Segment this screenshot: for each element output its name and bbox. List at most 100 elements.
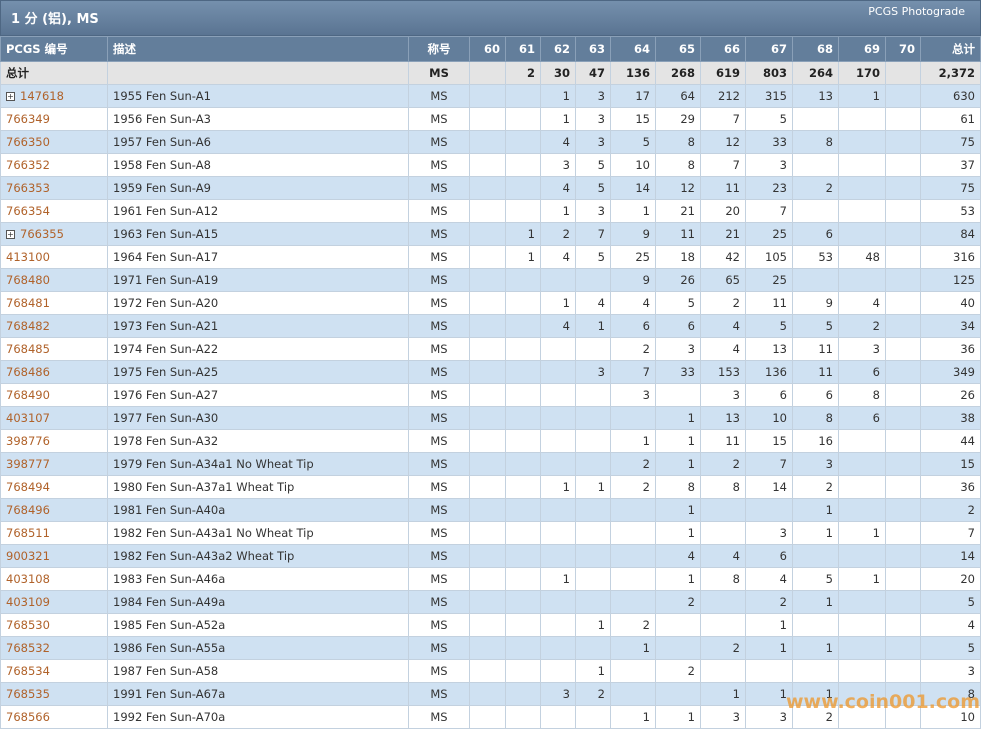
pcgs-number[interactable]: 398777 [6,457,50,471]
pcgs-number[interactable]: 768481 [6,296,50,310]
description: 1979 Fen Sun-A34a1 No Wheat Tip [107,452,409,476]
grade-count: 1 [655,406,701,430]
pcgs-number[interactable]: 900321 [6,549,50,563]
pcgs-number[interactable]: 768494 [6,480,50,494]
grade-count: 5 [745,314,793,338]
pcgs-number[interactable]: 147618 [20,89,64,103]
expand-icon[interactable]: + [6,92,15,101]
pcgs-cell: 900321 [0,544,108,568]
pcgs-number[interactable]: 768490 [6,388,50,402]
pcgs-number[interactable]: 766353 [6,181,50,195]
grade-count: 8 [655,153,701,177]
grade-count: 3 [575,107,611,131]
pcgs-number[interactable]: 768530 [6,618,50,632]
pcgs-number[interactable]: 766355 [20,227,64,241]
pcgs-number[interactable]: 766354 [6,204,50,218]
pcgs-cell: 403109 [0,590,108,614]
grade-count: 2 [610,452,656,476]
pcgs-number[interactable]: 768496 [6,503,50,517]
grade-count [655,682,701,706]
total: 2 [920,498,981,522]
grade-count: 3 [700,383,746,407]
grade-count [885,705,921,729]
grade-count [469,705,506,729]
pcgs-number[interactable]: 768482 [6,319,50,333]
grade-count: 9 [792,291,839,315]
grade-count: 3 [575,199,611,223]
grade-count [575,705,611,729]
pcgs-number[interactable]: 403107 [6,411,50,425]
grade-count [540,360,576,384]
grade-count: 25 [610,245,656,269]
grade-count [885,153,921,177]
grade-count: 3 [745,153,793,177]
grade-count: 2 [610,475,656,499]
grade-count [792,199,839,223]
grade-count: 53 [792,245,839,269]
description: 1984 Fen Sun-A49a [107,590,409,614]
watermark: www.coin001.com [786,691,981,713]
pcgs-number[interactable]: 403109 [6,595,50,609]
grade-count: 1 [745,636,793,660]
grade-count [885,84,921,108]
grade-count: 1 [655,452,701,476]
pcgs-number[interactable]: 403108 [6,572,50,586]
grade-count: 15 [745,429,793,453]
coin-row: 768496 1981 Fen Sun-A40a MS 1 1 2 [0,498,981,522]
grade-count: 5 [745,107,793,131]
pcgs-number[interactable]: 768534 [6,664,50,678]
grade-count: 3 [575,360,611,384]
grade-count [469,130,506,154]
coin-row: 768494 1980 Fen Sun-A37a1 Wheat Tip MS 1 1 2 8… [0,475,981,499]
pcgs-number[interactable]: 766349 [6,112,50,126]
pcgs-number[interactable]: 768566 [6,710,50,724]
pcgs-number[interactable]: 766350 [6,135,50,149]
pcgs-number[interactable]: 768511 [6,526,50,540]
grade-count: 10 [610,153,656,177]
grade-count: 2 [540,222,576,246]
designation: MS [408,544,470,568]
grade-count [885,475,921,499]
pcgs-number[interactable]: 768486 [6,365,50,379]
totals-row: 总计 MS 2 30 47 136 268 619 803 264 170 2,372 [0,61,981,85]
total: 8 [920,682,981,706]
grade-count: 8 [792,406,839,430]
coin-row: 403109 1984 Fen Sun-A49a MS 2 2 1 5 [0,590,981,614]
grade-count [655,636,701,660]
total: 10 [920,705,981,729]
grade-count: 6 [655,314,701,338]
expand-icon[interactable]: + [6,230,15,239]
column-header: 67 [745,36,793,62]
pcgs-number[interactable]: 766352 [6,158,50,172]
grade-count [540,383,576,407]
grade-count: 25 [745,268,793,292]
designation: MS [408,268,470,292]
grade-count [469,107,506,131]
pcgs-number[interactable]: 398776 [6,434,50,448]
pcgs-cell: 766349 [0,107,108,131]
grade-count: 1 [540,84,576,108]
grade-count [540,521,576,545]
pcgs-cell: 403108 [0,567,108,591]
grade-count [838,475,886,499]
coin-row: 766352 1958 Fen Sun-A8 MS 3 5 10 8 7 3 37 [0,153,981,177]
grade-count: 8 [700,567,746,591]
pcgs-number[interactable]: 768535 [6,687,50,701]
pcgs-number[interactable]: 768532 [6,641,50,655]
pcgs-cell: +766355 [0,222,108,246]
totals-label: 总计 [0,61,108,85]
grade-count [505,107,541,131]
grade-count [469,429,506,453]
photograde-link[interactable]: PCGS Photograde [868,5,965,18]
pcgs-number[interactable]: 768485 [6,342,50,356]
description: 1971 Fen Sun-A19 [107,268,409,292]
grade-count [838,682,886,706]
pcgs-number[interactable]: 768480 [6,273,50,287]
column-header: 66 [700,36,746,62]
grade-count: 4 [540,245,576,269]
pcgs-number[interactable]: 413100 [6,250,50,264]
total: 84 [920,222,981,246]
grade-count: 5 [575,245,611,269]
grade-count [700,590,746,614]
